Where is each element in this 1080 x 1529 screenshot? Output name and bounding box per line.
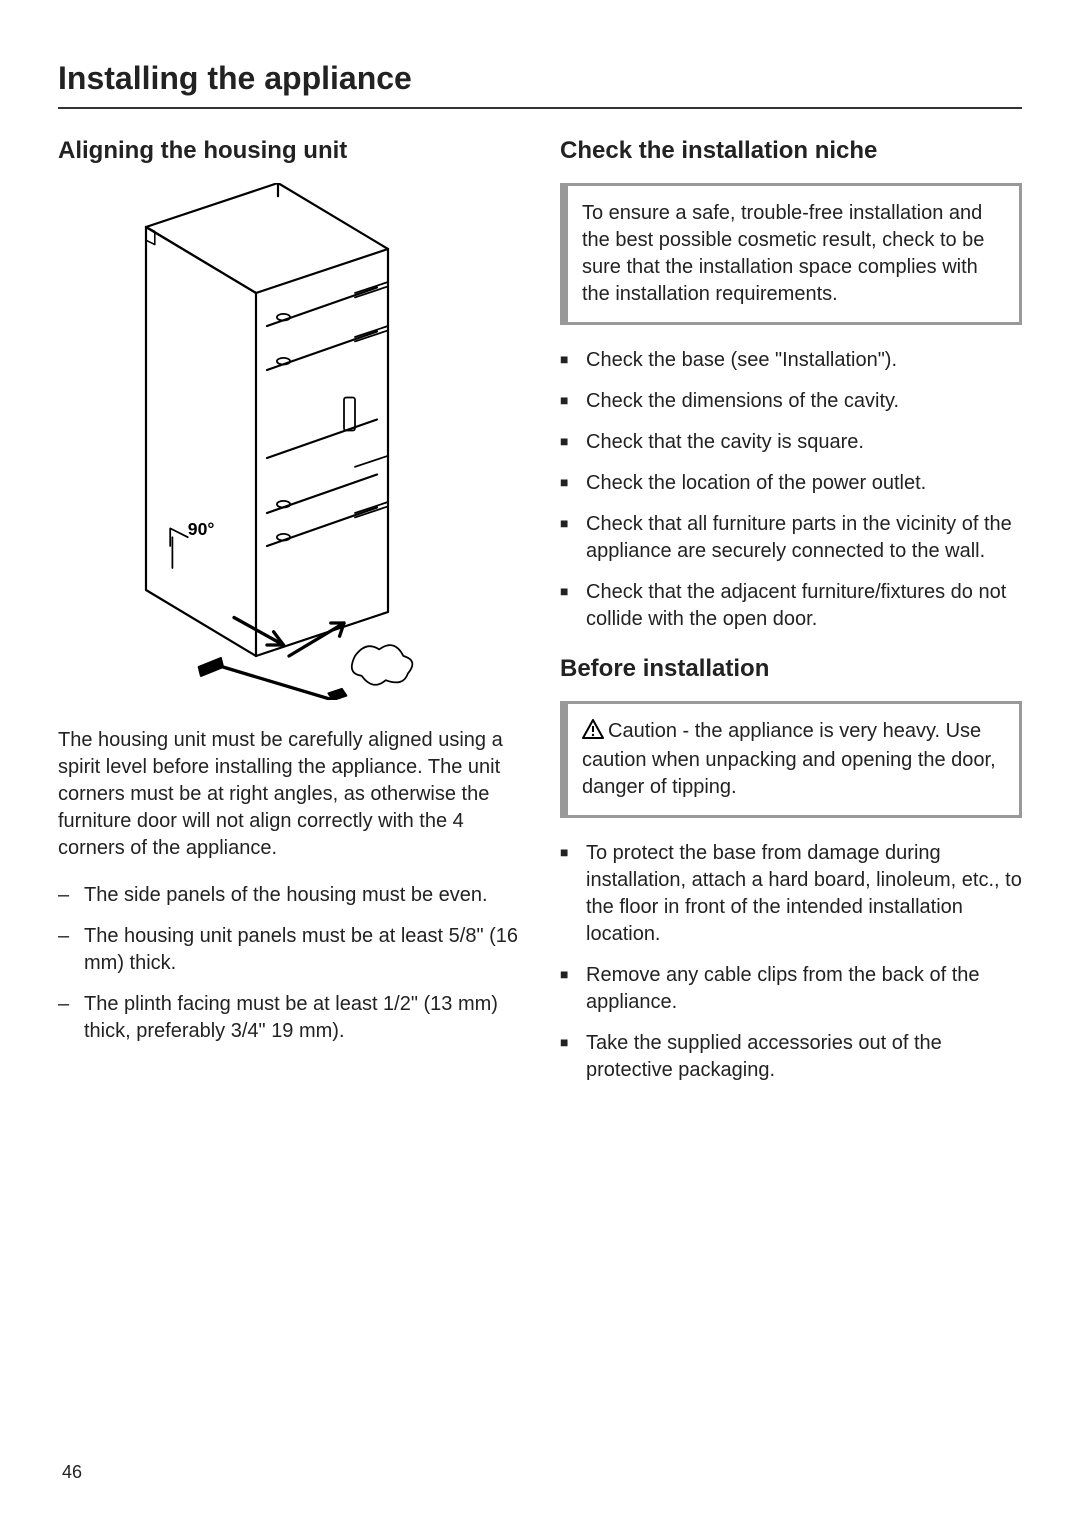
list-item: Check that all furniture parts in the vi…	[560, 511, 1022, 565]
list-item: Check the base (see "Installation").	[560, 347, 1022, 374]
callout-check-niche: To ensure a safe, trouble-free installat…	[560, 183, 1022, 325]
right-column: Check the installation niche To ensure a…	[560, 137, 1022, 1106]
aligning-paragraph: The housing unit must be carefully align…	[58, 727, 520, 862]
page-title: Installing the appliance	[58, 60, 1022, 109]
list-item: The plinth facing must be at least 1/2" …	[58, 991, 520, 1045]
list-item: Check the dimensions of the cavity.	[560, 388, 1022, 415]
heading-before-installation: Before installation	[560, 655, 1022, 683]
list-item: Remove any cable clips from the back of …	[560, 962, 1022, 1016]
heading-check-niche: Check the installation niche	[560, 137, 1022, 165]
diagram-svg: 90°	[58, 183, 520, 700]
callout-text: Caution - the appliance is very heavy. U…	[582, 720, 996, 798]
two-column-layout: Aligning the housing unit	[58, 137, 1022, 1106]
page-number: 46	[62, 1462, 82, 1483]
warning-icon	[582, 719, 604, 747]
aligning-dash-list: The side panels of the housing must be e…	[58, 882, 520, 1045]
list-item: Take the supplied accessories out of the…	[560, 1030, 1022, 1084]
list-item: To protect the base from damage during i…	[560, 840, 1022, 948]
before-installation-list: To protect the base from damage during i…	[560, 840, 1022, 1084]
heading-aligning-housing: Aligning the housing unit	[58, 137, 520, 165]
left-column: Aligning the housing unit	[58, 137, 520, 1106]
list-item: Check that the adjacent furniture/fixtur…	[560, 579, 1022, 633]
list-item: Check that the cavity is square.	[560, 429, 1022, 456]
list-item: The side panels of the housing must be e…	[58, 882, 520, 909]
list-item: Check the location of the power outlet.	[560, 470, 1022, 497]
callout-text: To ensure a safe, trouble-free installat…	[582, 202, 984, 305]
check-niche-list: Check the base (see "Installation"). Che…	[560, 347, 1022, 633]
diagram-angle-label: 90°	[188, 519, 215, 539]
housing-unit-diagram: 90°	[58, 183, 520, 705]
list-item: The housing unit panels must be at least…	[58, 923, 520, 977]
callout-caution: Caution - the appliance is very heavy. U…	[560, 701, 1022, 818]
